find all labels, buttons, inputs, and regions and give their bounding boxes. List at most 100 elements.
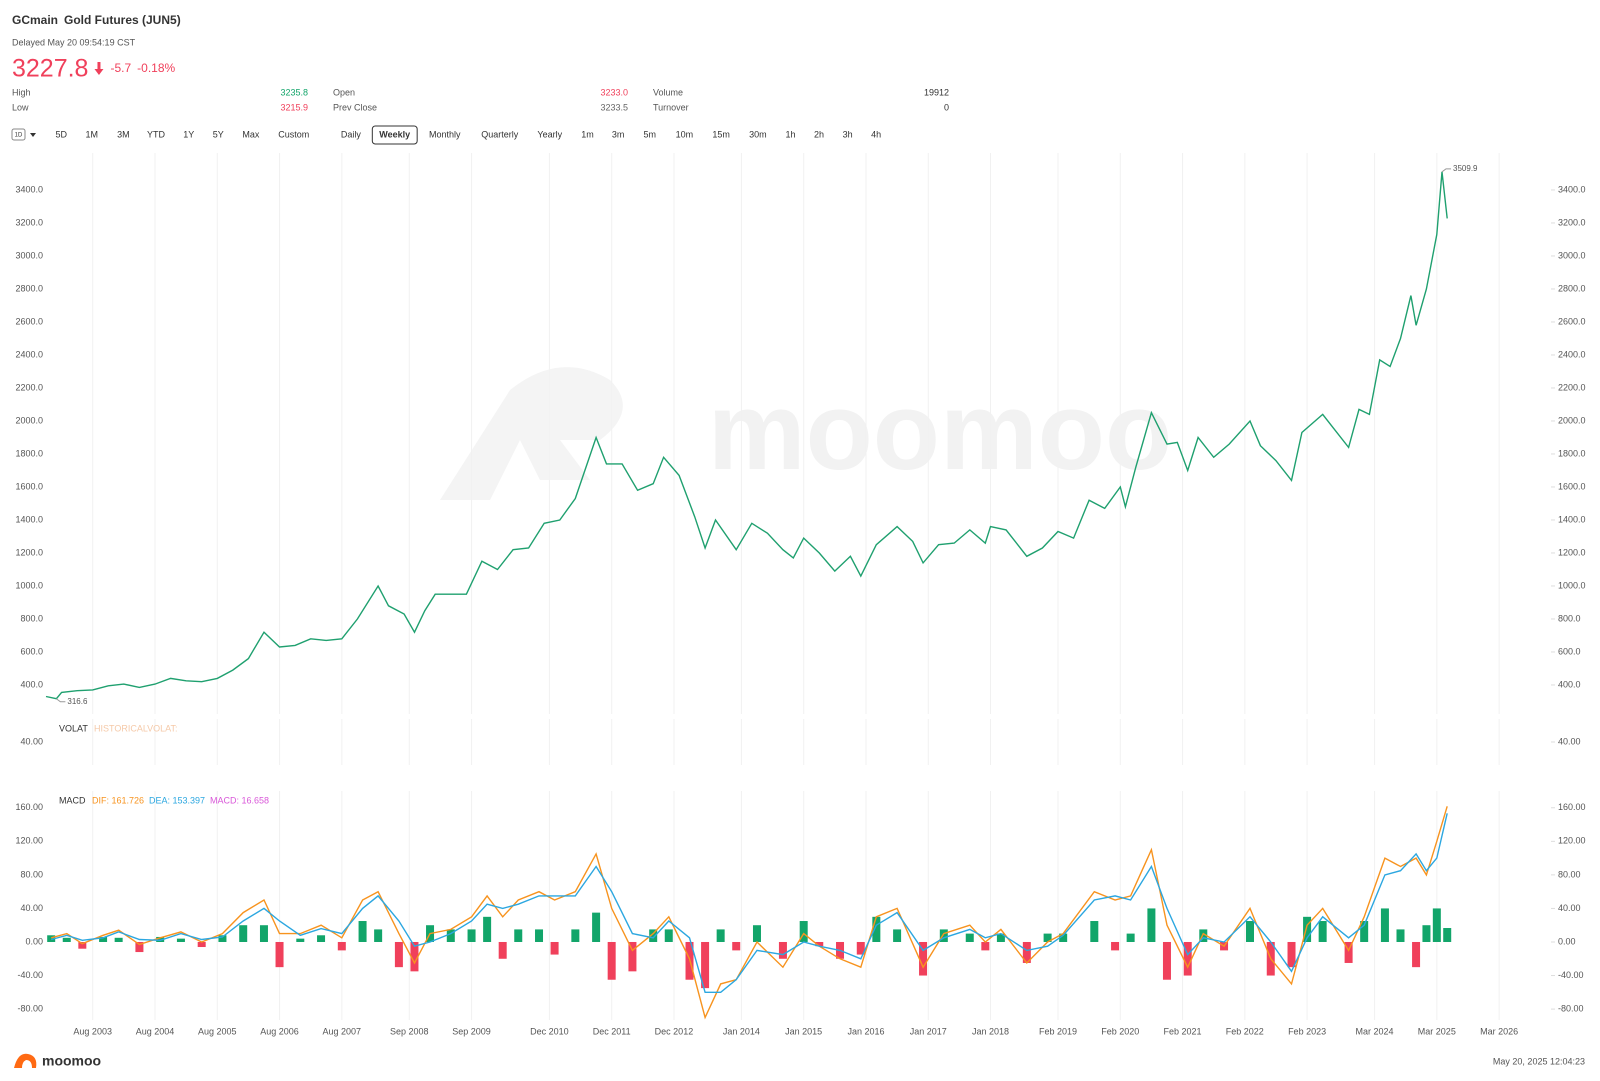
stat-value: 3233.0: [600, 87, 628, 97]
x-tick-label: Dec 2012: [655, 1026, 694, 1036]
interval-button[interactable]: 10m: [676, 129, 694, 139]
period-button[interactable]: Custom: [278, 129, 309, 139]
stats: High 3235.8 Low 3215.9 Open 3233.0 Prev Close 3…: [12, 87, 949, 112]
period-button[interactable]: YTD: [147, 129, 166, 139]
histogram-bar: [239, 925, 248, 942]
y-tick-label-right: 80.00: [1558, 869, 1581, 879]
interval-button[interactable]: Daily: [341, 129, 362, 139]
histogram-bar: [571, 929, 580, 942]
x-tick-label: Jan 2015: [785, 1026, 822, 1036]
brand-name: moomoo: [42, 1053, 101, 1069]
histogram-bar: [815, 941, 824, 947]
histogram-bar: [483, 916, 492, 942]
histogram-bar: [939, 929, 948, 942]
y-tick-label: 1400.0: [15, 514, 43, 524]
interval-button[interactable]: Monthly: [429, 129, 461, 139]
period-button[interactable]: 3M: [117, 129, 130, 139]
interval-button[interactable]: 5m: [643, 129, 656, 139]
y-tick-label-right: 0.00: [1558, 936, 1576, 946]
legend-entry: DIF: 161.726: [92, 795, 144, 805]
x-tick-label: Mar 2026: [1480, 1026, 1518, 1036]
interval-button[interactable]: 30m: [749, 129, 767, 139]
histogram-bar: [752, 925, 761, 942]
interval-button[interactable]: 3h: [843, 129, 853, 139]
period-button[interactable]: 5Y: [213, 129, 224, 139]
stat-value: 3215.9: [280, 102, 308, 112]
histogram-bar: [446, 929, 455, 942]
y-tick-label-right: 120.00: [1558, 836, 1586, 846]
y-tick-label-right: 40.00: [1558, 736, 1581, 746]
histogram-bar: [1183, 941, 1192, 976]
histogram-bar: [1246, 921, 1254, 942]
interval-button[interactable]: Weekly: [379, 129, 410, 139]
interval-button[interactable]: 3m: [612, 129, 625, 139]
y-tick-label: 40.00: [20, 903, 43, 913]
y-tick-label-right: 600.0: [1558, 646, 1581, 656]
y-tick-label-right: 1600.0: [1558, 481, 1586, 491]
chart-style-icon[interactable]: [11, 128, 26, 141]
histogram-bar: [1126, 933, 1135, 942]
legend-entry: MACD: 16.658: [210, 795, 269, 805]
x-tick-label: Jan 2016: [847, 1026, 884, 1036]
stat-label: Prev Close: [333, 102, 377, 112]
histogram-bar: [317, 935, 326, 942]
quote-status: Delayed May 20 09:54:19 CST: [12, 37, 136, 47]
histogram-bar: [78, 941, 87, 949]
x-tick-label: Aug 2005: [198, 1026, 237, 1036]
dropdown-caret[interactable]: [30, 133, 36, 137]
histogram-bar: [358, 921, 367, 942]
min-leader: [56, 698, 66, 703]
y-tick-label: 120.00: [15, 836, 43, 846]
y-tick-label-right: 1400.0: [1558, 514, 1586, 524]
interval-button[interactable]: Quarterly: [481, 129, 519, 139]
histogram-bar: [218, 935, 227, 942]
timestamp: May 20, 2025 12:04:23: [1493, 1056, 1585, 1066]
chart-style-label[interactable]: 1D: [15, 133, 23, 139]
histogram-bar: [259, 925, 268, 942]
panel: -80.00 -80.00 -40.00 -40.00 0.00 0.00 40.00 40.…: [15, 791, 1586, 1036]
histogram-bar: [1344, 941, 1353, 963]
histogram-bar: [965, 933, 974, 942]
period-button[interactable]: 1M: [86, 129, 99, 139]
stat-label: Volume: [653, 87, 683, 97]
histogram-bar: [872, 916, 881, 942]
stat-value: 19912: [924, 87, 949, 97]
histogram-bar: [628, 941, 637, 972]
histogram-bar: [1303, 916, 1312, 942]
panel-subtitle: HISTORICALVOLAT:: [94, 723, 178, 733]
histogram-bar: [701, 941, 710, 989]
histogram-bar: [374, 929, 383, 942]
x-tick-label: Feb 2020: [1101, 1026, 1139, 1036]
x-tick-label: Feb 2022: [1226, 1026, 1264, 1036]
period-button[interactable]: 5D: [55, 129, 67, 139]
histogram-bar: [410, 941, 419, 972]
histogram-bar: [919, 941, 928, 976]
selected-interval-box[interactable]: [371, 125, 418, 145]
instrument-name: Gold Futures (JUN5): [64, 13, 181, 27]
histogram-bar: [1111, 941, 1120, 951]
histogram-bar: [732, 941, 741, 951]
interval-button[interactable]: 4h: [871, 129, 881, 139]
interval-button[interactable]: 1m: [581, 129, 594, 139]
panel-title: VOLAT: [59, 723, 88, 733]
y-tick-label-right: 2000.0: [1558, 415, 1586, 425]
histogram-bar: [114, 937, 123, 942]
interval-button[interactable]: 15m: [712, 129, 730, 139]
stat-label: High: [12, 87, 31, 97]
watermark-logo: [440, 367, 623, 500]
y-tick-label-right: 1000.0: [1558, 580, 1586, 590]
histogram-bar: [337, 941, 346, 951]
stat-label: Low: [12, 102, 29, 112]
plots: 400.0 400.0 600.0 600.0 800.0 800.0 1000.0 1000…: [15, 153, 1586, 1036]
y-tick-label: 2800.0: [15, 283, 43, 293]
period-button[interactable]: Max: [242, 129, 260, 139]
histogram-bar: [47, 935, 56, 942]
y-tick-label: 1000.0: [15, 580, 43, 590]
y-tick-label: 1200.0: [15, 547, 43, 557]
interval-button[interactable]: 1h: [785, 129, 795, 139]
interval-button[interactable]: 2h: [814, 129, 824, 139]
interval-button[interactable]: Yearly: [537, 129, 562, 139]
period-button[interactable]: 1Y: [183, 129, 194, 139]
histogram-bar: [467, 929, 476, 942]
